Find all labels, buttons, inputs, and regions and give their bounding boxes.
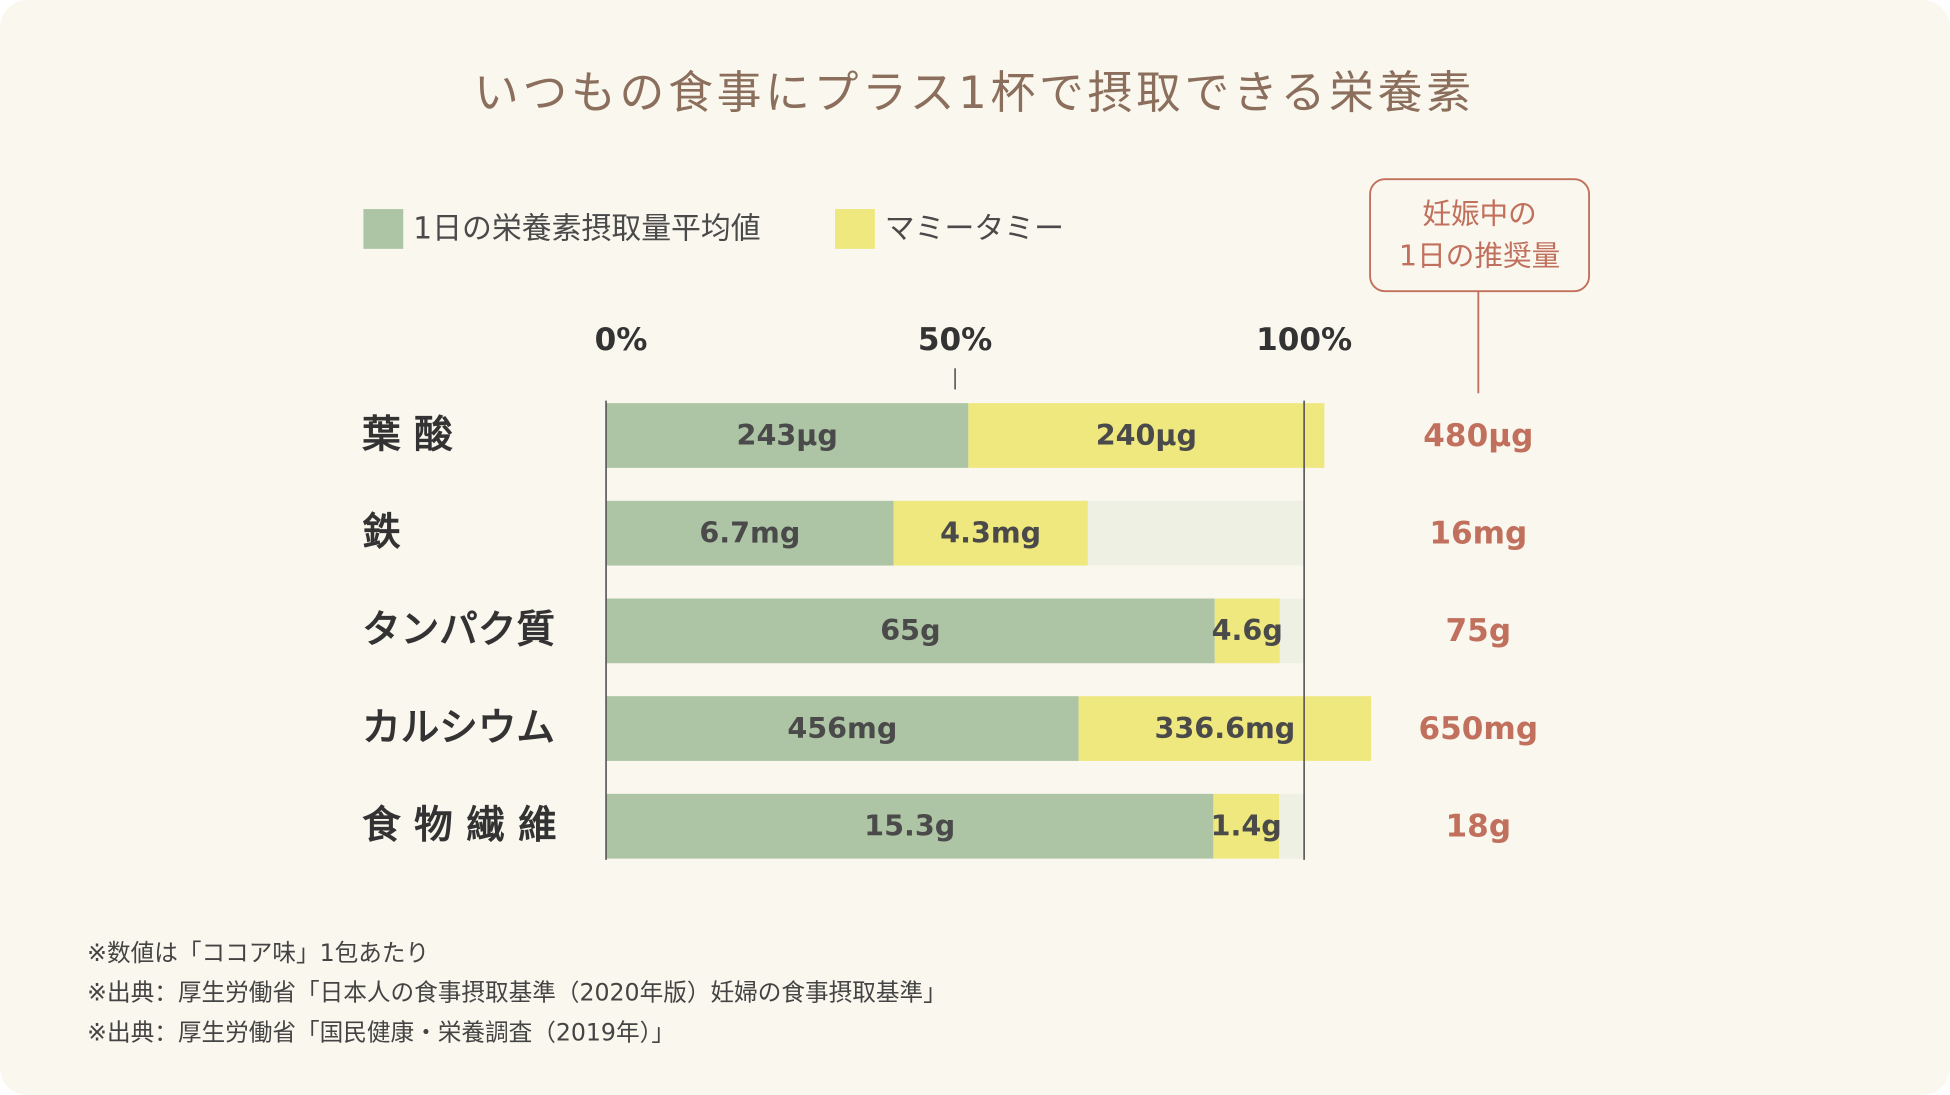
value-label: 4.6g xyxy=(1212,613,1283,647)
category-label: 鉄 xyxy=(362,510,401,555)
category-label: 葉 酸 xyxy=(361,412,453,457)
value-label: 240μg xyxy=(1096,418,1197,452)
value-label: 6.7mg xyxy=(699,515,800,549)
x-tick-label: 0% xyxy=(595,322,648,358)
bar xyxy=(1078,696,1372,761)
bar xyxy=(606,500,894,566)
value-label: 65g xyxy=(880,613,940,647)
value-label: 243μg xyxy=(737,418,838,452)
callout-text: 1日の推奨量 xyxy=(1399,239,1560,273)
legend-swatch xyxy=(835,209,875,249)
recommended-value: 75g xyxy=(1446,613,1512,649)
callout-text: 妊娠中の xyxy=(1422,196,1536,230)
x-tick-label: 100% xyxy=(1256,322,1352,358)
value-label: 15.3g xyxy=(864,808,955,842)
footnote: ※出典：厚生労働省「国民健康・栄養調査（2019年）」 xyxy=(87,1019,675,1047)
legend-swatch xyxy=(363,209,404,249)
value-label: 456mg xyxy=(787,711,897,745)
bar xyxy=(968,403,1325,468)
footnote: ※数値は「ココア味」1包あたり xyxy=(87,939,429,967)
bar xyxy=(1213,793,1279,859)
bar xyxy=(606,793,1214,859)
bar xyxy=(893,500,1088,566)
value-label: 336.6mg xyxy=(1154,711,1295,745)
category-label: 食 物 繊 維 xyxy=(362,803,557,848)
x-tick-label: 50% xyxy=(918,322,992,358)
bar xyxy=(606,598,1215,664)
recommended-value: 650mg xyxy=(1419,711,1539,747)
value-label: 4.3mg xyxy=(940,515,1041,549)
legend-label: マミータミー xyxy=(885,212,1064,247)
bar xyxy=(606,403,969,468)
category-label: タンパク質 xyxy=(362,608,555,653)
chart-title: いつもの食事にプラス1杯で摂取できる栄養素 xyxy=(474,66,1475,119)
recommended-value: 16mg xyxy=(1429,515,1527,551)
category-label: カルシウム xyxy=(362,705,555,750)
value-label: 1.4g xyxy=(1211,808,1282,842)
recommended-value: 480μg xyxy=(1423,418,1533,454)
bar xyxy=(606,696,1079,761)
callout-box xyxy=(1369,178,1591,293)
footnote: ※出典：厚生労働省「日本人の食事摂取基準（2020年版）妊婦の食事摂取基準」 xyxy=(87,979,947,1007)
legend-label: 1日の栄養素摂取量平均値 xyxy=(413,212,760,247)
bar xyxy=(1214,598,1280,664)
recommended-value: 18g xyxy=(1446,808,1512,844)
